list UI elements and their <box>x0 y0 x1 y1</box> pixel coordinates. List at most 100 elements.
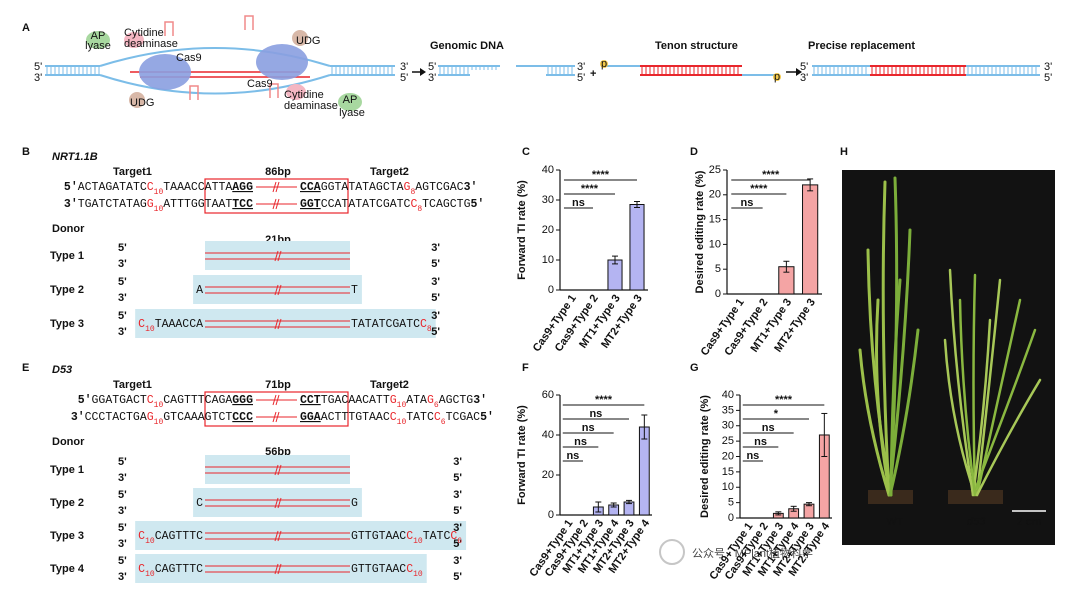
soil <box>948 490 1003 504</box>
udg-label: UDG <box>130 97 154 109</box>
significance-label: **** <box>595 394 613 406</box>
donor-type: Type 1 <box>50 250 84 262</box>
sequence-segment: G <box>351 497 358 510</box>
plant-leaf <box>881 180 891 497</box>
break-mark <box>274 530 279 542</box>
sequence-segment: TCAGCTG <box>422 198 470 211</box>
strand-label: 3' <box>118 571 127 583</box>
significance-label: **** <box>762 169 780 181</box>
strand-label: 3' <box>428 72 436 84</box>
break-mark <box>277 250 282 262</box>
target-label: Target2 <box>370 166 409 178</box>
sequence-segment: TGATCTATAG <box>78 198 147 211</box>
phosphate-label: p <box>601 58 607 70</box>
break-mark <box>272 394 277 406</box>
sequence: G <box>351 497 358 510</box>
sequence: C10CAGTTTC <box>138 530 203 546</box>
sequence-segment: 10 <box>397 418 407 427</box>
strand-label: 3' <box>118 326 127 338</box>
significance-label: * <box>774 408 779 420</box>
sequence: C10CAGTTTC <box>138 563 203 579</box>
sequence-segment: 3' <box>464 181 478 194</box>
panel-label: H <box>840 146 848 158</box>
arrow-head <box>796 68 802 76</box>
donor-type: Type 4 <box>50 563 85 575</box>
sequence-segment: 10 <box>145 570 155 579</box>
significance-label: ns <box>746 450 759 462</box>
donor-type: Type 3 <box>50 318 84 330</box>
sequence-segment: G <box>427 394 434 407</box>
strand-label: 3' <box>1044 61 1052 73</box>
donor-type: Type 1 <box>50 464 84 476</box>
panel-label: C <box>522 146 530 158</box>
break-mark <box>277 318 282 330</box>
break-mark <box>275 198 280 210</box>
sequence-segment: 10 <box>145 325 155 334</box>
sequence-segment: C <box>138 318 145 331</box>
sequence-segment: 10 <box>145 537 155 546</box>
plant-leaf <box>948 268 975 497</box>
bar <box>803 503 815 519</box>
break-mark <box>274 284 279 296</box>
y-tick-label: 20 <box>709 189 721 201</box>
panel-label: A <box>22 22 30 34</box>
step-label: Genomic DNA <box>430 40 504 52</box>
strand-label: 5' <box>453 571 462 583</box>
soil <box>868 490 913 504</box>
sequence-segment: 10 <box>413 537 423 546</box>
watermark: 公众号 · MPlant植物科学 <box>692 546 813 560</box>
sequence-segment: 10 <box>154 205 164 214</box>
strand-label: 3' <box>118 258 127 270</box>
strand-label: 3' <box>453 522 462 534</box>
y-tick-label: 20 <box>542 469 554 481</box>
strand-label: 3' <box>577 61 585 73</box>
y-tick-label: 0 <box>548 509 554 521</box>
plant-leaf <box>858 348 891 497</box>
sequence: 3'TGATCTATAGG10ATTTGGTAATTCC <box>64 198 253 214</box>
insert-size: 56bp <box>265 446 291 458</box>
sequence-segment: C <box>138 530 145 543</box>
ap-lyase-label: lyase <box>339 107 365 119</box>
break-mark <box>275 181 280 193</box>
y-axis-label: Desired editing rate (%) <box>694 170 706 293</box>
strand-label: 3' <box>453 456 462 468</box>
sequence: T <box>351 284 358 297</box>
strand-label: 3' <box>118 505 127 517</box>
sequence-segment: GGA <box>300 411 321 424</box>
sequence: A <box>196 284 203 297</box>
sequence-segment: ATA <box>406 394 427 407</box>
hairpin <box>189 85 199 100</box>
significance-label: ns <box>762 422 775 434</box>
sequence-segment: GGG <box>232 394 253 407</box>
sequence-segment: 5' <box>78 394 92 407</box>
sequence-segment: GTCAAAGTCT <box>163 411 232 424</box>
significance-label: **** <box>592 169 610 181</box>
sequence-segment: AGG <box>232 181 253 194</box>
significance-label: ns <box>754 436 767 448</box>
break-mark <box>275 394 280 406</box>
strand-label: 5' <box>118 310 127 322</box>
y-axis-label: Forward TI rate (%) <box>516 405 528 505</box>
sequence-segment: CCCTACTGA <box>85 411 147 424</box>
y-tick-label: 15 <box>709 214 721 226</box>
donor-type: Type 2 <box>50 497 84 509</box>
y-tick-label: 0 <box>715 288 721 300</box>
y-tick-label: 30 <box>722 420 734 432</box>
significance-label: ns <box>582 422 595 434</box>
break-mark <box>272 198 277 210</box>
significance-label: ns <box>572 197 585 209</box>
sequence-segment: TAAACCATTA <box>163 181 232 194</box>
sequence-segment: C <box>434 411 441 424</box>
y-tick-label: 60 <box>542 389 554 401</box>
strand-label: 5' <box>453 505 462 517</box>
bar <box>607 259 623 291</box>
sequence-segment: C <box>450 530 457 543</box>
sequence-segment: 10 <box>154 401 164 410</box>
donor-shade <box>135 521 467 550</box>
cas9-protein <box>256 44 308 80</box>
y-tick-label: 10 <box>709 238 721 250</box>
strand-label: 5' <box>577 72 585 84</box>
y-tick-label: 25 <box>709 164 721 176</box>
target-label: Target2 <box>370 379 409 391</box>
